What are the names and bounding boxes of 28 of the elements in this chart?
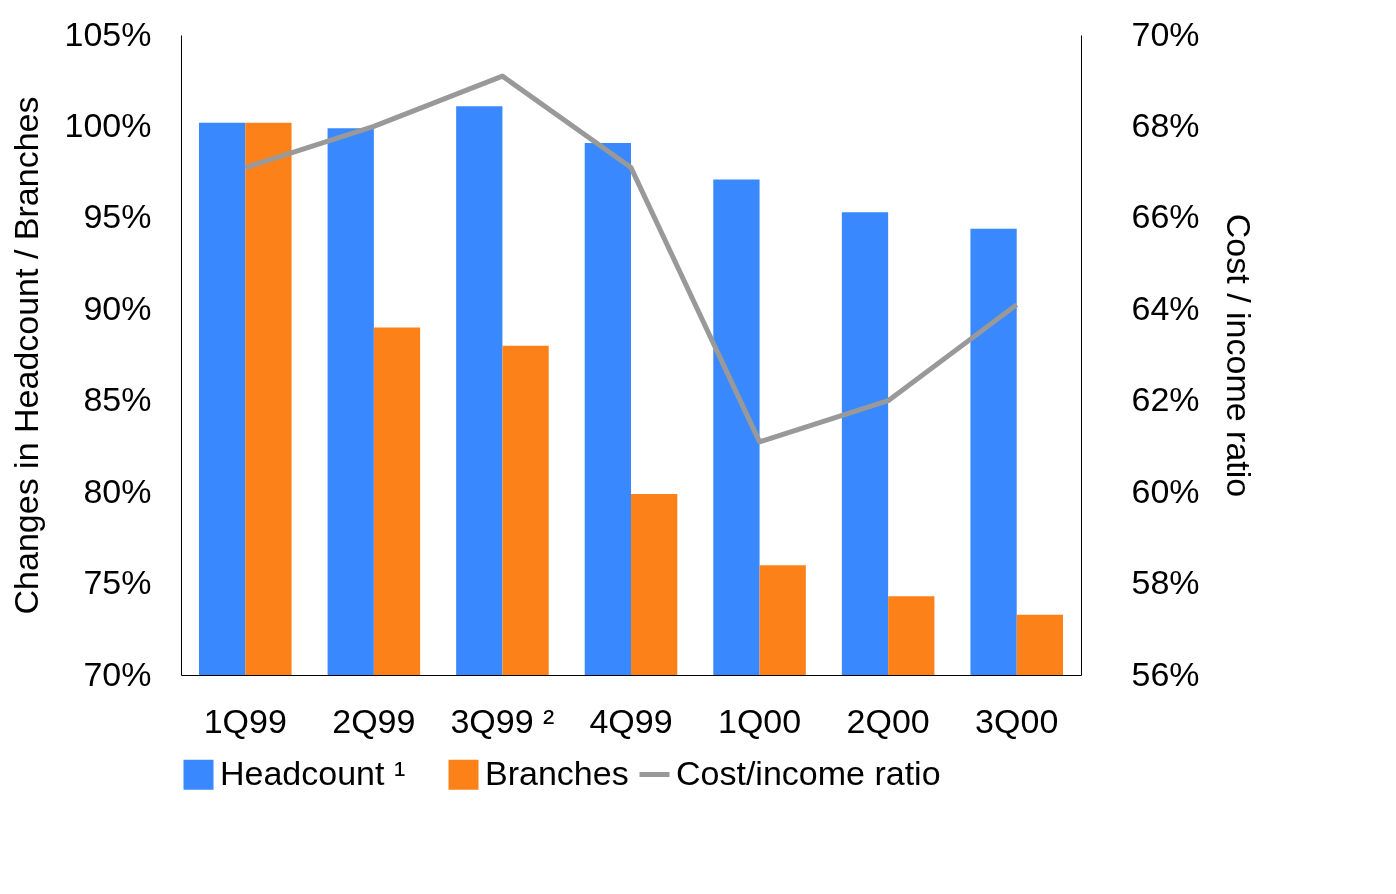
y2-axis-title: Cost / income ratio [1219,213,1258,498]
y-tick-label: 75% [83,563,152,602]
y2-tick-label: 64% [1131,288,1200,327]
legend-label: Branches [485,753,629,792]
legend-label: Cost/income ratio [676,753,941,792]
x-tick-label: 4Q99 [589,701,673,740]
y2-tick-label: 66% [1131,197,1200,236]
x-tick-label: 2Q99 [332,701,416,740]
y2-tick-label: 60% [1131,471,1200,510]
y2-tick-label: 62% [1131,380,1200,419]
y2-tick-label: 56% [1131,654,1200,693]
y2-tick-label: 68% [1131,105,1200,144]
y-tick-label: 90% [83,288,152,327]
y-tick-label: 105% [64,14,152,53]
x-tick-label: 3Q00 [975,701,1059,740]
y-tick-label: 85% [83,380,152,419]
y2-tick-label: 70% [1131,14,1200,53]
y-tick-label: 70% [83,654,152,693]
y2-tick-label: 58% [1131,563,1200,602]
y-tick-label: 80% [83,471,152,510]
x-tick-label: 1Q99 [203,701,287,740]
x-tick-label: 2Q00 [846,701,930,740]
y-tick-label: 100% [64,105,152,144]
y-tick-label: 95% [83,197,152,236]
x-tick-label: 1Q00 [717,701,802,740]
legend-label: Headcount ¹ [220,753,406,792]
x-tick-label: 3Q99 ² [450,701,555,740]
y-axis-title: Changes in Headcount / Branches [6,96,45,615]
